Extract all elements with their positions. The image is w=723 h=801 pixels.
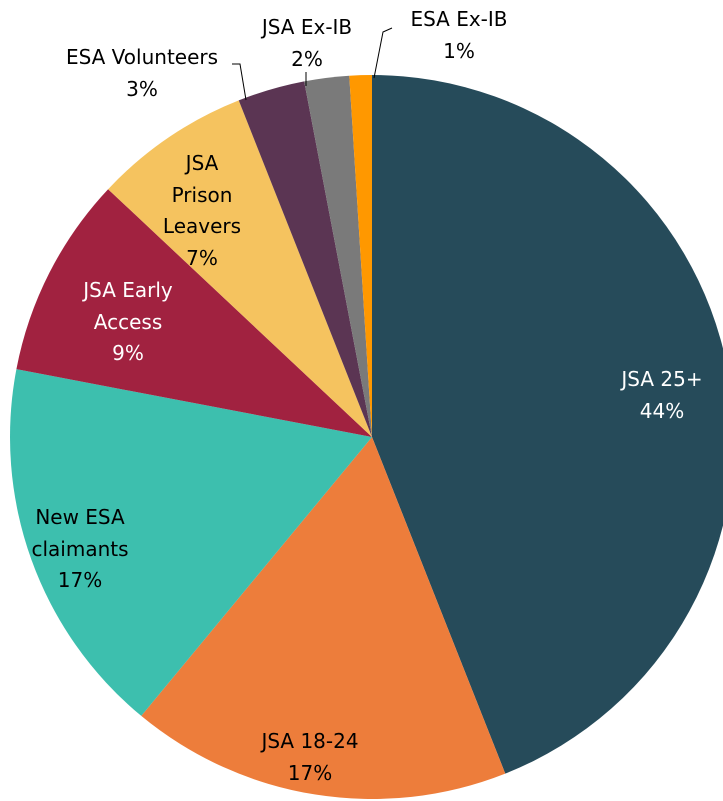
label-name: ESA Volunteers bbox=[65, 45, 219, 69]
label-value: 44% bbox=[639, 398, 685, 423]
label-name: JSA 18-24 bbox=[261, 729, 359, 753]
pie-slice bbox=[9, 369, 372, 716]
label-name: JSA Early Access bbox=[83, 278, 173, 334]
label-name: JSA Prison Leavers bbox=[162, 151, 242, 238]
leader-line bbox=[373, 27, 393, 79]
label-name: JSA 25+ bbox=[621, 367, 703, 391]
label-value: 9% bbox=[112, 341, 144, 365]
label-value: 3% bbox=[126, 76, 158, 101]
slice-label: ESA Volunteers 3% bbox=[47, 42, 237, 105]
pie-slice bbox=[141, 437, 506, 799]
label-value: 7% bbox=[186, 245, 218, 270]
label-name: JSA Ex-IB bbox=[261, 15, 353, 39]
slice-label: ESA Ex-IB 1% bbox=[394, 4, 524, 67]
leader-line bbox=[232, 63, 247, 101]
slice-label: JSA Prison Leavers 7% bbox=[157, 148, 247, 274]
pie-slice bbox=[108, 100, 373, 438]
label-value: 1% bbox=[443, 38, 475, 63]
slice-label: JSA Ex-IB 2% bbox=[247, 12, 367, 75]
pie-slice bbox=[304, 75, 372, 437]
pie-slice bbox=[238, 81, 372, 437]
slice-label: JSA Early Access 9% bbox=[68, 275, 188, 370]
slice-label: New ESA claimants 17% bbox=[25, 502, 135, 597]
pie-slice bbox=[372, 75, 723, 774]
label-name: ESA Ex-IB bbox=[410, 7, 508, 31]
label-value: 17% bbox=[287, 760, 333, 785]
label-value: 2% bbox=[291, 46, 323, 71]
label-name: New ESA claimants bbox=[31, 505, 129, 561]
pie-slice bbox=[16, 189, 372, 437]
slice-label: JSA 18-24 17% bbox=[230, 726, 390, 789]
pie-slice bbox=[349, 75, 372, 437]
slice-label: JSA 25+ 44% bbox=[602, 364, 722, 427]
label-value: 17% bbox=[57, 568, 103, 592]
